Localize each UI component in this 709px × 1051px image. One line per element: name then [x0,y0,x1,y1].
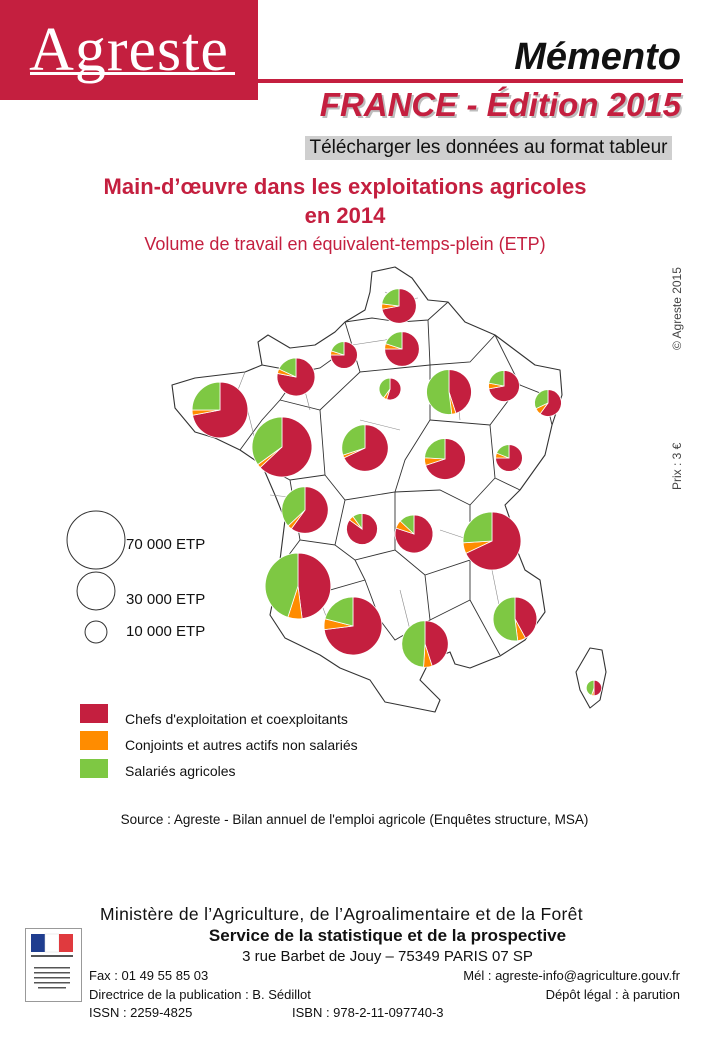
pie-slice-basse-normandie-2 [278,357,297,378]
pie-slice-provence-alpes-cote-d-azur-0 [514,596,538,639]
size-legend-label-10000: 10 000 ETP [126,623,206,640]
corsica-outline [575,647,607,709]
memento-title: Mémento [514,36,681,78]
pie-slice-picardie-2 [385,331,403,350]
ministry-emblem [25,928,82,1002]
pie-rhone-alpes [462,511,522,571]
legend-swatch-salaries [80,759,108,778]
pie-slice-aquitaine-0 [297,552,332,620]
pie-slice-languedoc-roussillon-2 [401,620,426,668]
pie-slice-franche-comte-2 [496,444,510,459]
legend-label-conjoints: Conjoints et autres actifs non salariés [125,737,358,753]
pie-slice-centre-2 [341,424,366,456]
pie-poitou-charentes [281,486,329,534]
pie-bretagne [191,381,249,439]
pie-bourgogne [424,438,466,480]
pie-slice-nord-pas-de-calais-2 [381,288,400,307]
service-address: 3 rue Barbet de Jouy – 75349 PARIS 07 SP [242,948,533,965]
france-map [66,266,607,713]
region-pie-charts [191,288,603,697]
pie-languedoc-roussillon [401,620,449,668]
edition-prefix: FRANCE - [319,86,487,123]
map-title-line2: en 2014 [304,203,386,228]
size-legend-circle-10000 [84,620,108,644]
pie-auvergne [394,514,434,554]
size-legend-label-30000: 30 000 ETP [126,591,206,608]
contact-email: Mél : agreste-info@agriculture.gouv.fr [463,968,680,983]
pie-slice-bourgogne-2 [424,438,446,460]
pie-slice-centre-0 [343,424,389,472]
pie-provence-alpes-cote-d-azur [492,596,538,642]
ministry-name: Ministère de l’Agriculture, de l’Agroali… [100,904,583,924]
pie-lorraine [488,370,520,402]
pie-ile-de-france [378,377,402,401]
size-legend-circle-70000 [66,510,126,570]
map-title-line1: Main-d’œuvre dans les exploitations agri… [103,174,587,199]
pie-aquitaine [264,552,332,620]
agreste-logo-box [0,0,258,100]
pie-slice-champagne-ardenne-2 [426,369,453,415]
size-legend-label-70000: 70 000 ETP [126,536,206,553]
fax-number: Fax : 01 49 55 85 03 [89,968,209,983]
legend-label-salaries: Salariés agricoles [125,763,236,779]
pie-midi-pyrenees [323,596,383,656]
source-note: Source : Agreste - Bilan annuel de l'emp… [120,812,589,827]
pie-picardie [384,331,420,367]
pie-slice-auvergne-2 [399,514,415,535]
pie-alsace [534,389,562,417]
pie-slice-pays-de-la-loire-2 [251,416,283,466]
marianne-logo-icon [31,933,73,989]
map-subtitle: Volume de travail en équivalent-temps-pl… [144,234,546,254]
header-rule [258,79,683,83]
pie-corse [585,679,603,697]
edition-title: FRANCE - Édition 2015 [320,86,681,124]
pie-basse-normandie [276,357,316,397]
isbn-number: ISBN : 978-2-11-097740-3 [292,1005,444,1020]
legend-swatch-chefs [80,704,108,723]
size-legend-circles [66,510,126,644]
pie-pays-de-la-loire [251,416,313,478]
pie-slice-languedoc-roussillon-0 [424,620,449,667]
pie-slice-alsace-2 [534,389,549,410]
service-name: Service de la statistique et de la prosp… [208,926,567,945]
pie-slice-alsace-0 [539,389,562,417]
pie-slice-midi-pyrenees-2 [324,596,354,627]
pie-slice-bretagne-2 [191,381,221,411]
pie-nord-pas-de-calais [381,288,417,324]
pie-champagne-ardenne [426,369,472,415]
legal-deposit: Dépôt légal : à parution [545,987,680,1002]
pie-limousin [346,513,378,545]
pie-slice-haute-normandie-2 [330,341,345,356]
size-legend-circle-30000 [76,571,116,611]
pie-slice-bourgogne-0 [425,438,466,480]
pie-franche-comte [495,444,523,472]
pie-slice-lorraine-2 [488,370,505,387]
pie-slice-champagne-ardenne-0 [448,369,472,414]
pie-slice-poitou-charentes-2 [281,486,306,527]
pie-slice-aquitaine-2 [264,552,299,618]
publication-director: Directrice de la publication : B. Sédill… [89,987,311,1002]
edition-year: Édition 2015 [486,86,681,123]
issn-number: ISSN : 2259-4825 [89,1005,193,1020]
pie-slice-rhone-alpes-0 [465,511,522,571]
legend-swatch-conjoints [80,731,108,750]
pie-slice-limousin-2 [352,513,363,531]
map-title: Main-d’œuvre dans les exploitations agri… [40,172,650,230]
pie-slice-ile-de-france-2 [378,377,391,399]
pie-haute-normandie [330,341,358,369]
logo-underline [30,72,235,75]
pie-slice-corse-0 [593,679,603,697]
pie-slice-basse-normandie-0 [276,357,316,397]
pie-slice-poitou-charentes-0 [290,486,329,534]
pie-centre [341,424,389,472]
pie-slice-provence-alpes-cote-d-azur-2 [492,596,519,642]
download-spreadsheet-link[interactable]: Télécharger les données au format tableu… [305,136,672,160]
pie-slice-corse-2 [585,679,595,696]
agreste-logo: Agreste [29,15,229,84]
pie-slice-pays-de-la-loire-0 [259,416,313,478]
pie-slice-rhone-alpes-2 [462,511,493,544]
pie-slice-limousin-0 [346,513,378,545]
legend-label-chefs: Chefs d'exploitation et coexploitants [125,711,348,727]
